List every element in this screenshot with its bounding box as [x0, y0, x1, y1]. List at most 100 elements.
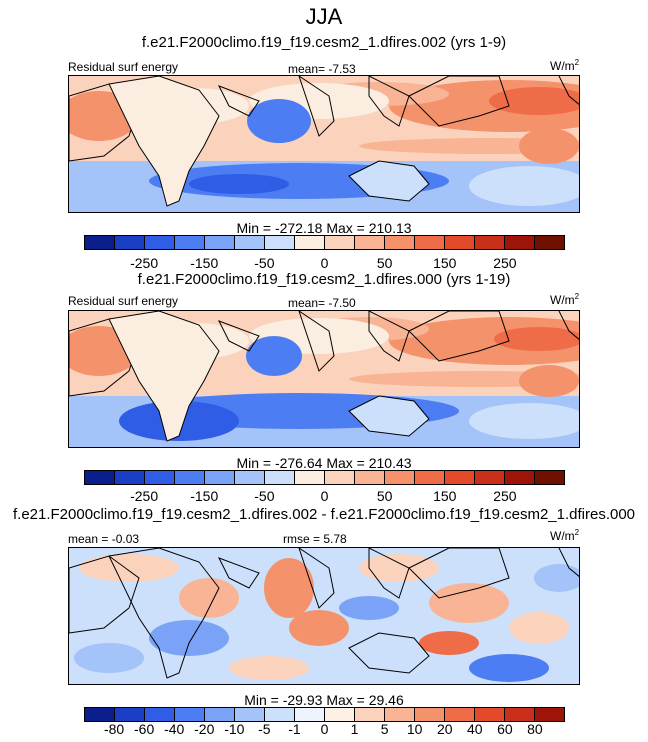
panel-3-colorbar-tick-label: -60: [134, 721, 155, 737]
panel-3-colorbar-tick-label: -80: [103, 721, 125, 737]
panel-2-map: [68, 310, 580, 448]
panel-2-colorbar-swatch: [265, 471, 295, 484]
panel-1-colorbar-tick-label: 50: [376, 255, 393, 271]
panel-3-colorbar-swatch: [85, 708, 115, 721]
panel-2-colorbar-tick-label: 250: [493, 488, 517, 504]
panel-1-colorbar-swatch: [385, 236, 415, 249]
panel-3-colorbar-tick-label: -40: [164, 721, 185, 737]
panel-3-map-svg: [69, 548, 579, 684]
panel-3-colorbar-tick-label: 20: [436, 721, 453, 737]
panel-2-colorbar-tick-label: -50: [254, 488, 275, 504]
panel-1-colorbar-swatch: [175, 236, 205, 249]
panel-2-colorbar-swatch: [505, 471, 535, 484]
panel-2-map-svg: [69, 311, 579, 447]
panel-1-colorbar-swatch: [325, 236, 355, 249]
panel-3-colorbar-swatch: [265, 708, 295, 721]
panel-3-mean: mean = -0.03: [68, 532, 139, 546]
panel-2-mean: mean= -7.50: [288, 296, 356, 310]
panel-2-colorbar-tick-label: 50: [376, 488, 393, 504]
panel-2-units: W/m2: [550, 292, 580, 307]
panel-1-colorbar-swatch: [415, 236, 445, 249]
panel-3-colorbar-tick-label: 1: [350, 721, 359, 737]
panel-1-map: [68, 75, 580, 213]
panel-3-colorbar-swatch: [295, 708, 325, 721]
panel-1-colorbar-swatch: [445, 236, 475, 249]
panel-3-colorbar-swatch: [505, 708, 535, 721]
panel-3-colorbar-tick-label: 40: [467, 721, 483, 737]
panel-1-title: f.e21.F2000climo.f19_f19.cesm2_1.dfires.…: [141, 34, 507, 51]
panel-1-mean-label: mean=: [288, 62, 326, 76]
panel-2-colorbar-swatch: [385, 471, 415, 484]
panel-1-colorbar-swatch: [295, 236, 325, 249]
panel-3-mean-value: -0.03: [111, 532, 140, 546]
panel-3-colorbar-swatch: [355, 708, 385, 721]
panel-3-colorbar-swatch: [385, 708, 415, 721]
panel-1-colorbar-tick-label: -50: [254, 255, 275, 271]
panel-3-colorbar-swatch: [115, 708, 145, 721]
panel-2-variable-label: Residual surf energy: [68, 294, 179, 308]
panel-1-stats: Min = -272.18 Max = 210.13: [236, 220, 412, 236]
panel-2-title: f.e21.F2000climo.f19_f19.cesm2_1.dfires.…: [137, 271, 511, 288]
panel-2-colorbar-swatch: [295, 471, 325, 484]
panel-2-colorbar-swatch: [475, 471, 505, 484]
panel-2-colorbar-swatch: [535, 471, 564, 484]
panel-2-colorbar-swatch: [85, 471, 115, 484]
panel-1-units: W/m2: [550, 58, 580, 73]
panel-3-colorbar-tick-label: 80: [527, 721, 543, 737]
panel-1-colorbar-swatch: [145, 236, 175, 249]
panel-3-colorbar-swatch: [175, 708, 205, 721]
panel-1-mean-value: -7.53: [328, 62, 356, 76]
panel-3-mean-label: mean =: [68, 532, 109, 546]
panel-3-rmse-value: 5.78: [323, 532, 347, 546]
panel-1-colorbar-swatch: [505, 236, 535, 249]
panel-3-colorbar-swatch: [415, 708, 445, 721]
panel-3-rmse-label: rmse =: [283, 532, 321, 546]
panel-3-title: f.e21.F2000climo.f19_f19.cesm2_1.dfires.…: [12, 506, 636, 523]
panel-1-colorbar-swatch: [85, 236, 115, 249]
panel-1-variable-label: Residual surf energy: [68, 60, 179, 74]
panel-3-colorbar-tick-label: 0: [320, 721, 329, 737]
panel-2-colorbar-swatch: [445, 471, 475, 484]
panel-1-colorbar-tick-label: 150: [433, 255, 457, 271]
panel-2-colorbar-swatch: [205, 471, 235, 484]
panel-1-colorbar-swatch: [355, 236, 385, 249]
panel-1-colorbar-tick-label: -150: [190, 255, 219, 271]
panel-3-colorbar-tick-label: -10: [224, 721, 245, 737]
panel-3-colorbar-swatch: [205, 708, 235, 721]
panel-1-colorbar-swatch: [265, 236, 295, 249]
panel-3-map: [68, 547, 580, 685]
panel-2-mean-label: mean=: [288, 296, 326, 310]
panel-3-colorbar-tick-label: 10: [406, 721, 423, 737]
panel-2-colorbar-swatch: [355, 471, 385, 484]
panel-2-stats: Min = -276.64 Max = 210.43: [236, 455, 412, 471]
panel-1-colorbar-tick-label: 250: [493, 255, 517, 271]
panel-3-colorbar-tick-label: -1: [288, 721, 301, 737]
panel-1-colorbar-tick-label: 0: [320, 255, 329, 271]
panel-2-colorbar: [84, 470, 565, 485]
panel-1-colorbar-swatch: [475, 236, 505, 249]
panel-1-colorbar-swatch: [535, 236, 564, 249]
panel-1-mean: mean= -7.53: [288, 62, 356, 76]
panel-3-colorbar-swatch: [235, 708, 265, 721]
panel-3-rmse: rmse = 5.78: [283, 532, 347, 546]
panel-2-colorbar-tick-label: -150: [190, 488, 219, 504]
panel-1-colorbar-tick-label: -250: [130, 255, 159, 271]
panel-2-colorbar-swatch: [325, 471, 355, 484]
figure-title: JJA: [305, 4, 343, 29]
panel-2-colorbar-swatch: [115, 471, 145, 484]
panel-1-colorbar: [84, 235, 565, 250]
panel-2-colorbar-tick-label: 150: [433, 488, 457, 504]
panel-2-colorbar-tick-label: -250: [130, 488, 159, 504]
panel-3-colorbar-tick-label: -20: [194, 721, 215, 737]
panel-2-colorbar-swatch: [145, 471, 175, 484]
panel-3-colorbar-tick-label: 60: [497, 721, 513, 737]
panel-3-colorbar-tick-label: -5: [258, 721, 271, 737]
panel-3-units: W/m2: [550, 528, 580, 543]
panel-1-colorbar-swatch: [205, 236, 235, 249]
panel-1-colorbar-swatch: [235, 236, 265, 249]
panel-3-colorbar: [84, 707, 565, 722]
panel-3-colorbar-tick-label: 5: [380, 721, 389, 737]
panel-3-stats: Min = -29.93 Max = 29.46: [244, 692, 404, 708]
panel-2-mean-value: -7.50: [328, 296, 356, 310]
panel-2-colorbar-swatch: [235, 471, 265, 484]
